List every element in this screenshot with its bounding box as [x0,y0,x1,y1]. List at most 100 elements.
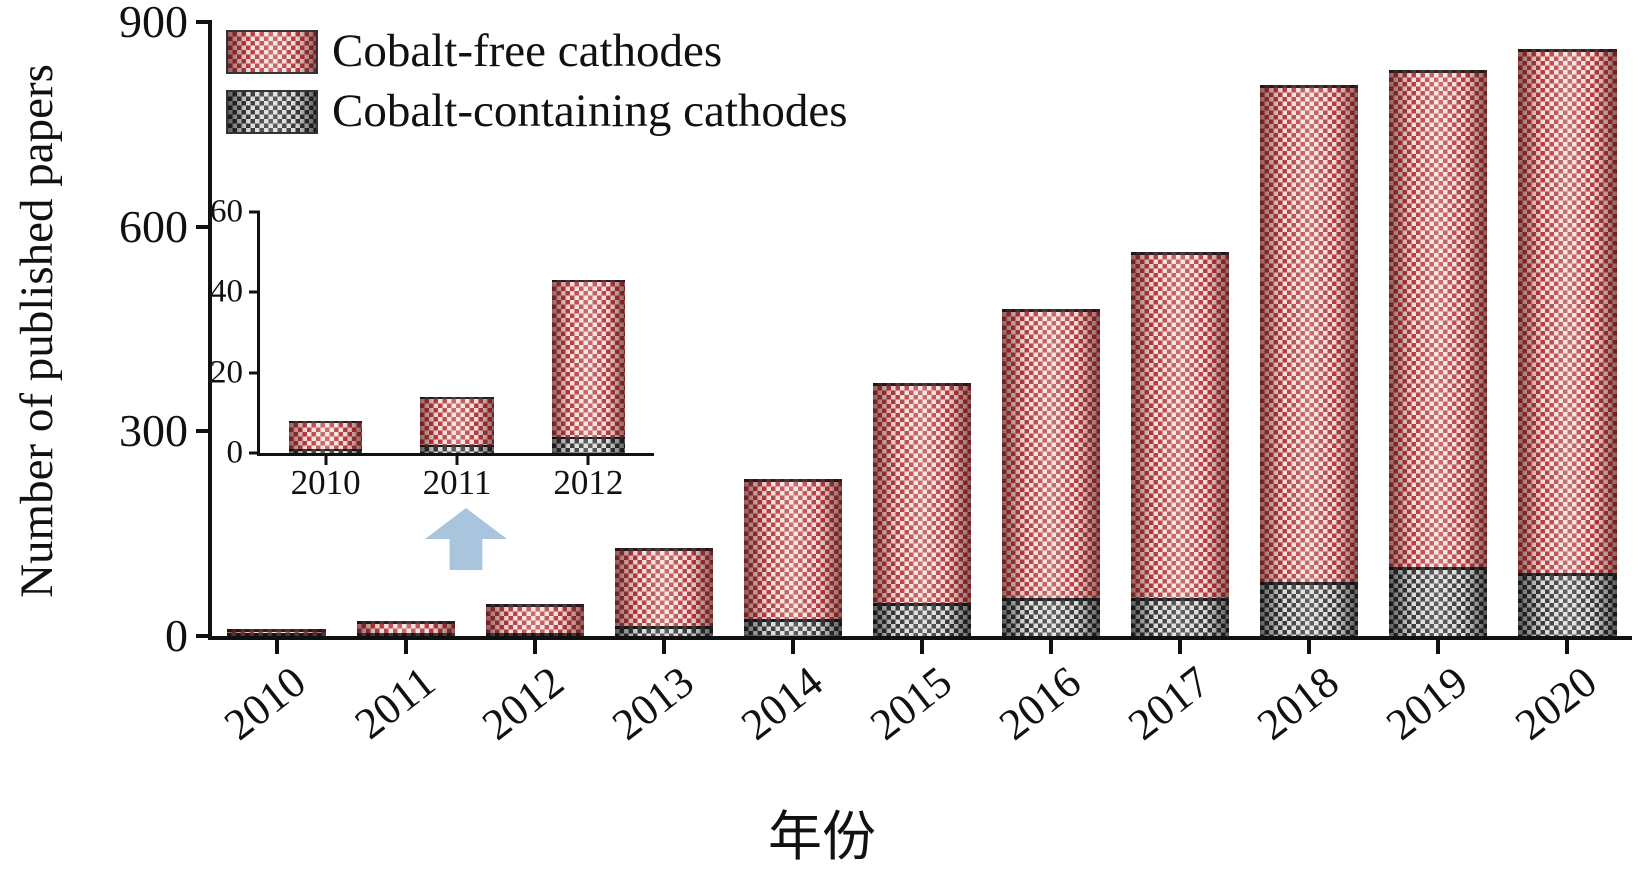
inset-bar-2010 [288,212,363,453]
x-tick-label-2020: 2020 [1506,656,1607,750]
bar-segment-cobalt-free-2015 [872,382,972,603]
x-tick-mark-2010 [274,636,279,654]
x-tick-label-2012: 2012 [473,656,574,750]
y-tick-label-900: 900 [119,0,188,47]
inset-bars-container: 2010 2011 2012 [260,212,654,502]
inset-y-tick-mark-40 [249,290,260,294]
inset-bar-segment-cobalt-containing-2010 [288,448,363,453]
bar-segment-cobalt-free-2011 [356,621,455,633]
bar-segment-cobalt-containing-2017 [1131,598,1230,636]
bar-2012 [485,22,584,636]
bar-group-2010: 2010 [212,22,341,750]
bar-2011 [356,22,455,636]
inset-y-tick-label-20: 20 [210,354,243,391]
inset-x-tick-label-2012: 2012 [553,463,624,502]
bar-segment-cobalt-containing-2011 [356,633,455,636]
inset-y-tick-label-40: 40 [210,273,243,310]
inset-bar-segment-cobalt-free-2012 [551,280,626,437]
y-tick-mark-300 [196,429,212,434]
x-tick-label-2013: 2013 [602,656,703,750]
legend-item-cobalt-free: Cobalt-free cathodes [226,25,848,78]
x-tick-mark-2020 [1565,636,1570,654]
inset-y-tick-0: 0 [226,434,260,471]
inset-bar-group-2011: 2011 [391,212,522,502]
bar-2016 [1002,22,1101,636]
x-tick-mark-2018 [1307,636,1312,654]
bar-segment-cobalt-containing-2014 [743,618,842,636]
inset-bar-segment-cobalt-free-2011 [420,396,494,445]
bar-group-2012: 2012 [470,22,599,750]
inset-y-tick-60: 60 [210,195,260,229]
x-tick-mark-2011 [403,636,408,654]
bar-segment-cobalt-containing-2019 [1389,567,1488,636]
x-tick-label-2015: 2015 [861,656,961,750]
bar-segment-cobalt-containing-2012 [485,633,584,636]
x-tick-mark-2015 [920,636,925,654]
legend-label-cobalt-free: Cobalt-free cathodes [332,25,723,77]
legend: Cobalt-free cathodes Cobalt-containing c… [226,25,848,138]
x-tick-label-2010: 2010 [215,656,316,750]
bar-group-2017: 2017 [1116,22,1245,750]
inset-x-tick-mark-2012 [586,453,590,465]
bar-segment-cobalt-free-2010 [227,628,326,633]
bar-group-2015: 2015 [857,22,986,750]
x-tick-mark-2013 [661,636,666,654]
x-tick-label-2018: 2018 [1248,656,1348,750]
inset-y-axis: 0 20 40 60 [210,195,654,469]
bar-group-2019: 2019 [1374,22,1503,750]
y-tick-mark-900 [196,20,212,24]
inset-y-tick-label-0: 0 [226,434,244,471]
bar-segment-cobalt-containing-2018 [1260,582,1359,636]
y-tick-mark-0 [196,634,212,638]
inset-y-tick-mark-0 [249,451,260,455]
bar-segment-cobalt-containing-2020 [1518,572,1617,636]
legend-label-cobalt-containing: Cobalt-containing cathodes [332,84,848,137]
y-tick-label-600: 600 [119,200,188,252]
y-tick-300: 300 [119,408,212,454]
x-tick-mark-2016 [1049,636,1054,654]
bar-segment-cobalt-free-2018 [1260,84,1359,583]
plot-area: 2010 2011 2012 2013 2014 2015 2016 2017 2018 2019… [119,0,1632,750]
inset-x-tick-label-2010: 2010 [290,463,361,502]
bar-segment-cobalt-containing-2015 [872,602,972,636]
inset-bar-group-2012: 2012 [523,212,654,502]
legend-swatch-cobalt-free [226,29,318,74]
bar-segment-cobalt-free-2013 [614,548,713,626]
inset-bar-segment-cobalt-containing-2011 [420,444,494,453]
bar-2017 [1131,22,1230,636]
x-tick-mark-2014 [790,636,795,654]
bar-segment-cobalt-free-2020 [1518,49,1617,573]
bar-2015 [872,22,972,636]
bar-2020 [1518,22,1617,636]
x-tick-mark-2017 [1178,636,1183,654]
x-tick-label-2011: 2011 [345,656,445,749]
inset-x-tick-label-2011: 2011 [422,463,492,502]
y-tick-0: 0 [165,613,212,659]
inset-bar-2011 [420,212,494,453]
inset-y-tick-mark-60 [249,210,260,214]
bar-2014 [743,22,842,636]
bar-group-2020: 2020 [1503,22,1632,750]
inset-bar-2012 [551,212,626,453]
y-axis-title: Number of published papers [11,64,63,598]
bar-2013 [614,22,713,636]
bar-2010 [227,22,326,636]
x-tick-label-2019: 2019 [1377,656,1477,750]
bar-segment-cobalt-free-2019 [1389,69,1488,568]
legend-item-cobalt-containing: Cobalt-containing cathodes [226,84,848,138]
bar-group-2016: 2016 [987,22,1116,750]
inset-y-tick-40: 40 [210,273,260,310]
bar-2019 [1389,22,1488,636]
x-tick-label-2014: 2014 [731,656,832,750]
x-axis-title: 年份 [768,807,876,867]
inset-y-tick-mark-20 [249,371,260,375]
x-tick-mark-2019 [1436,636,1441,654]
inset-x-tick-mark-2010 [324,453,328,465]
y-tick-mark-600 [196,224,212,229]
bar-group-2011: 2011 [341,22,470,749]
bar-group-2013: 2013 [599,22,728,750]
bar-segment-cobalt-containing-2016 [1002,598,1101,636]
y-axis-title-wrap: Number of published papers [0,0,74,662]
bar-2018 [1260,22,1359,636]
